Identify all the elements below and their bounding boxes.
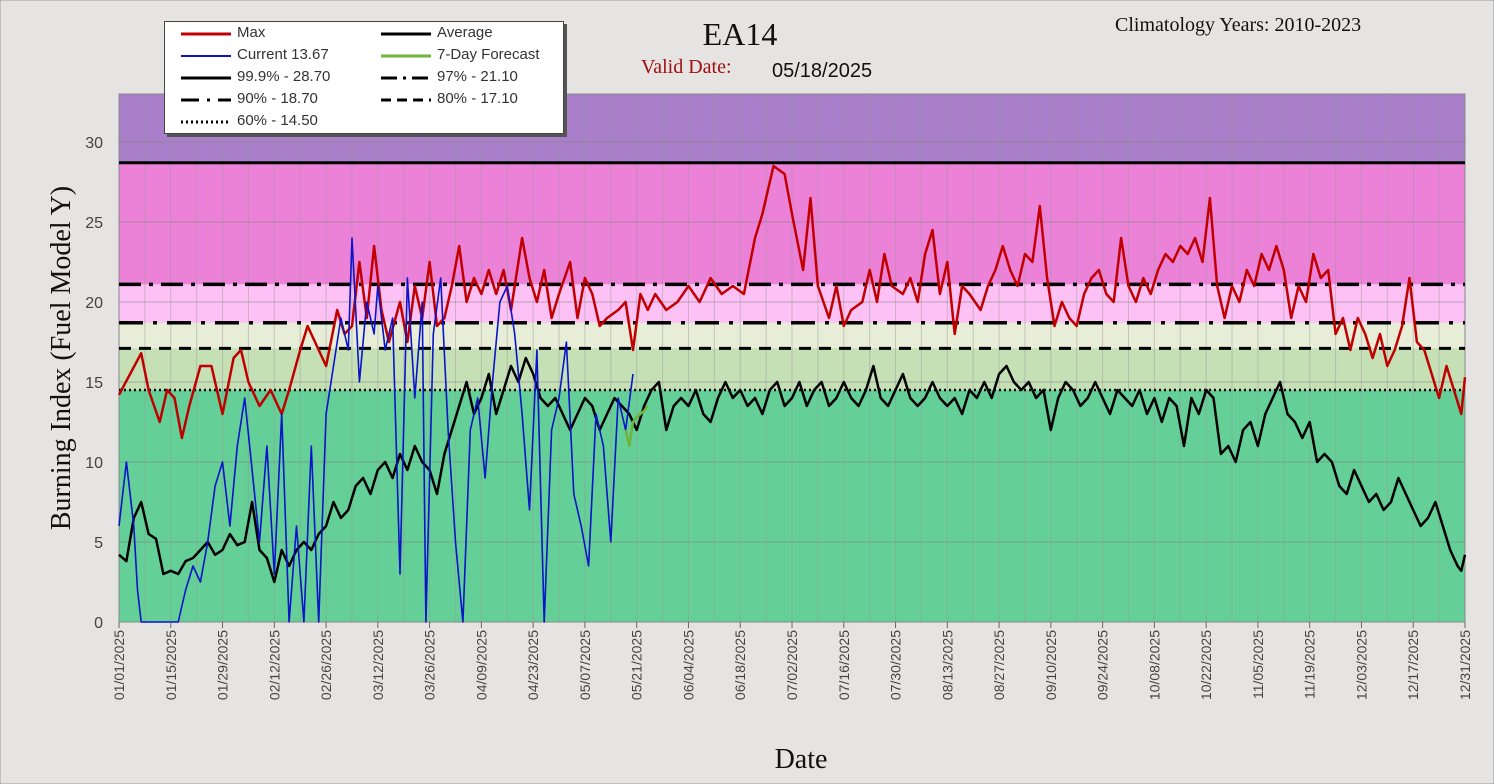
band-moderate: [119, 348, 1465, 390]
legend-label-p90: 90% - 18.70: [237, 90, 318, 107]
y-tick-label: 15: [85, 375, 103, 392]
legend-label-p80: 80% - 17.10: [437, 90, 518, 107]
x-tick-label: 12/17/2025: [1405, 630, 1421, 700]
chart-title: EA14: [702, 16, 778, 52]
x-tick-label: 06/18/2025: [732, 630, 748, 700]
legend-label-current: Current 13.67: [237, 46, 329, 63]
x-tick-label: 05/07/2025: [577, 630, 593, 700]
x-tick-label: 02/12/2025: [266, 630, 282, 700]
x-tick-label: 10/08/2025: [1146, 630, 1162, 700]
y-axis-label: Burning Index (Fuel Model Y): [46, 186, 77, 530]
series-max-line: [117, 164, 1467, 440]
y-tick-label: 25: [85, 215, 103, 232]
x-tick-label: 07/16/2025: [836, 630, 852, 700]
legend-label-p60: 60% - 14.50: [237, 112, 318, 129]
series-forecast-line: [624, 405, 649, 448]
series-average-line: [118, 356, 1467, 584]
x-tick-label: 02/26/2025: [318, 630, 334, 700]
x-tick-label: 01/29/2025: [215, 630, 231, 700]
band-high: [119, 284, 1465, 323]
climatology-label: Climatology Years: 2010-2023: [1115, 14, 1362, 36]
x-tick-label: 03/12/2025: [370, 630, 386, 700]
legend: Max Average Current 13.67 7-Day Forecast…: [164, 21, 564, 134]
y-tick-label: 10: [85, 455, 103, 472]
y-tick-label: 30: [85, 135, 103, 152]
x-tick-label: 11/05/2025: [1250, 630, 1266, 699]
legend-label-forecast: 7-Day Forecast: [437, 46, 540, 63]
legend-label-average: Average: [437, 24, 493, 41]
x-tick-label: 08/27/2025: [991, 630, 1007, 700]
x-tick-label: 05/21/2025: [629, 630, 645, 700]
x-tick-label: 08/13/2025: [939, 630, 955, 700]
y-tick-label: 5: [94, 535, 103, 552]
x-tick-label: 12/03/2025: [1354, 630, 1370, 700]
legend-label-p97: 97% - 21.10: [437, 68, 518, 85]
series-current-line: [118, 237, 634, 623]
legend-label-p999: 99.9% - 28.70: [237, 68, 331, 85]
x-tick-label: 07/30/2025: [888, 630, 904, 700]
x-tick-label: 04/23/2025: [525, 630, 541, 700]
x-axis-label: Date: [775, 744, 828, 775]
x-tick-label: 04/09/2025: [473, 630, 489, 700]
y-tick-label: 0: [94, 615, 103, 632]
valid-date-label: Valid Date:: [641, 56, 732, 78]
x-tick-label: 12/31/2025: [1457, 630, 1473, 700]
legend-label-max: Max: [237, 24, 266, 41]
x-tick-label: 09/24/2025: [1095, 630, 1111, 700]
valid-date-value: 05/18/2025: [772, 60, 873, 82]
y-tick-label: 20: [85, 295, 103, 312]
x-tick-label: 11/19/2025: [1302, 630, 1318, 699]
band-very-high: [119, 162, 1465, 285]
band-low: [119, 390, 1465, 622]
x-tick-label: 03/26/2025: [422, 630, 438, 700]
x-tick-label: 07/02/2025: [784, 630, 800, 700]
x-tick-label: 01/01/2025: [111, 630, 127, 700]
x-tick-label: 01/15/2025: [163, 630, 179, 700]
x-tick-label: 09/10/2025: [1043, 630, 1059, 700]
x-tick-label: 10/22/2025: [1198, 630, 1214, 700]
x-tick-label: 06/04/2025: [681, 630, 697, 700]
